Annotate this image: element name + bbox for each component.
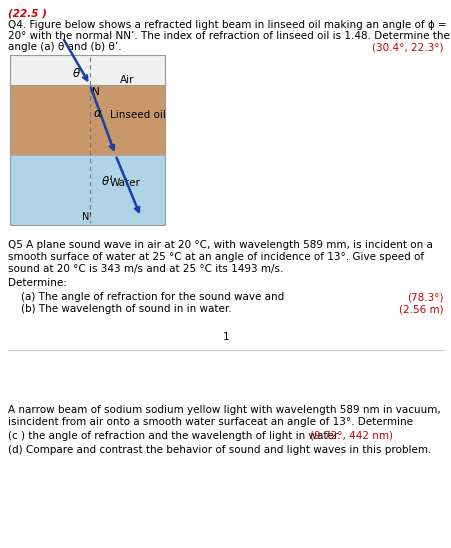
Text: (9.72°, 442 nm): (9.72°, 442 nm) [309, 431, 392, 441]
Text: smooth surface of water at 25 °C at an angle of incidence of 13°. Give speed of: smooth surface of water at 25 °C at an a… [8, 252, 423, 262]
Text: Linseed oil: Linseed oil [110, 110, 166, 120]
Text: $\theta'$: $\theta'$ [101, 175, 113, 190]
Text: (c ) the angle of refraction and the wavelength of light in water.: (c ) the angle of refraction and the wav… [8, 431, 340, 441]
Text: Q5 A plane sound wave in air at 20 °C, with wavelength 589 mm, is incident on a: Q5 A plane sound wave in air at 20 °C, w… [8, 240, 432, 250]
Text: (2.56 m): (2.56 m) [399, 304, 443, 314]
Polygon shape [10, 85, 165, 155]
Text: Water: Water [110, 178, 141, 188]
Text: (a) The angle of refraction for the sound wave and: (a) The angle of refraction for the soun… [8, 292, 284, 302]
Polygon shape [10, 155, 165, 225]
Text: Determine:: Determine: [8, 278, 67, 288]
Text: (b) The wavelength of sound in in water.: (b) The wavelength of sound in in water. [8, 304, 231, 314]
Text: sound at 20 °C is 343 m/s and at 25 °C its 1493 m/s.: sound at 20 °C is 343 m/s and at 25 °C i… [8, 264, 283, 274]
Text: Q4. Figure below shows a refracted light beam in linseed oil making an angle of : Q4. Figure below shows a refracted light… [8, 20, 446, 30]
Text: (d) Compare and contrast the behavior of sound and light waves in this problem.: (d) Compare and contrast the behavior of… [8, 445, 430, 455]
Text: (78.3°): (78.3°) [407, 292, 443, 302]
Text: N': N' [82, 212, 92, 222]
Polygon shape [10, 55, 165, 85]
Text: $\theta$: $\theta$ [72, 67, 81, 80]
Text: (30.4°, 22.3°): (30.4°, 22.3°) [372, 42, 443, 52]
Text: isincident from air onto a smooth water surfaceat an angle of 13°. Determine: isincident from air onto a smooth water … [8, 417, 412, 427]
Text: N: N [92, 87, 100, 97]
Text: $\alpha$: $\alpha$ [93, 107, 102, 120]
Text: 20° with the normal NN’. The index of refraction of linseed oil is 1.48. Determi: 20° with the normal NN’. The index of re… [8, 31, 449, 41]
Text: A narrow beam of sodium sodium yellow light with wavelength 589 nm in vacuum,: A narrow beam of sodium sodium yellow li… [8, 405, 440, 415]
Text: Air: Air [120, 75, 134, 85]
Text: 1: 1 [222, 332, 229, 342]
Text: (22.5 ): (22.5 ) [8, 9, 47, 19]
Text: angle (a) θ and (b) θ’.: angle (a) θ and (b) θ’. [8, 42, 121, 52]
